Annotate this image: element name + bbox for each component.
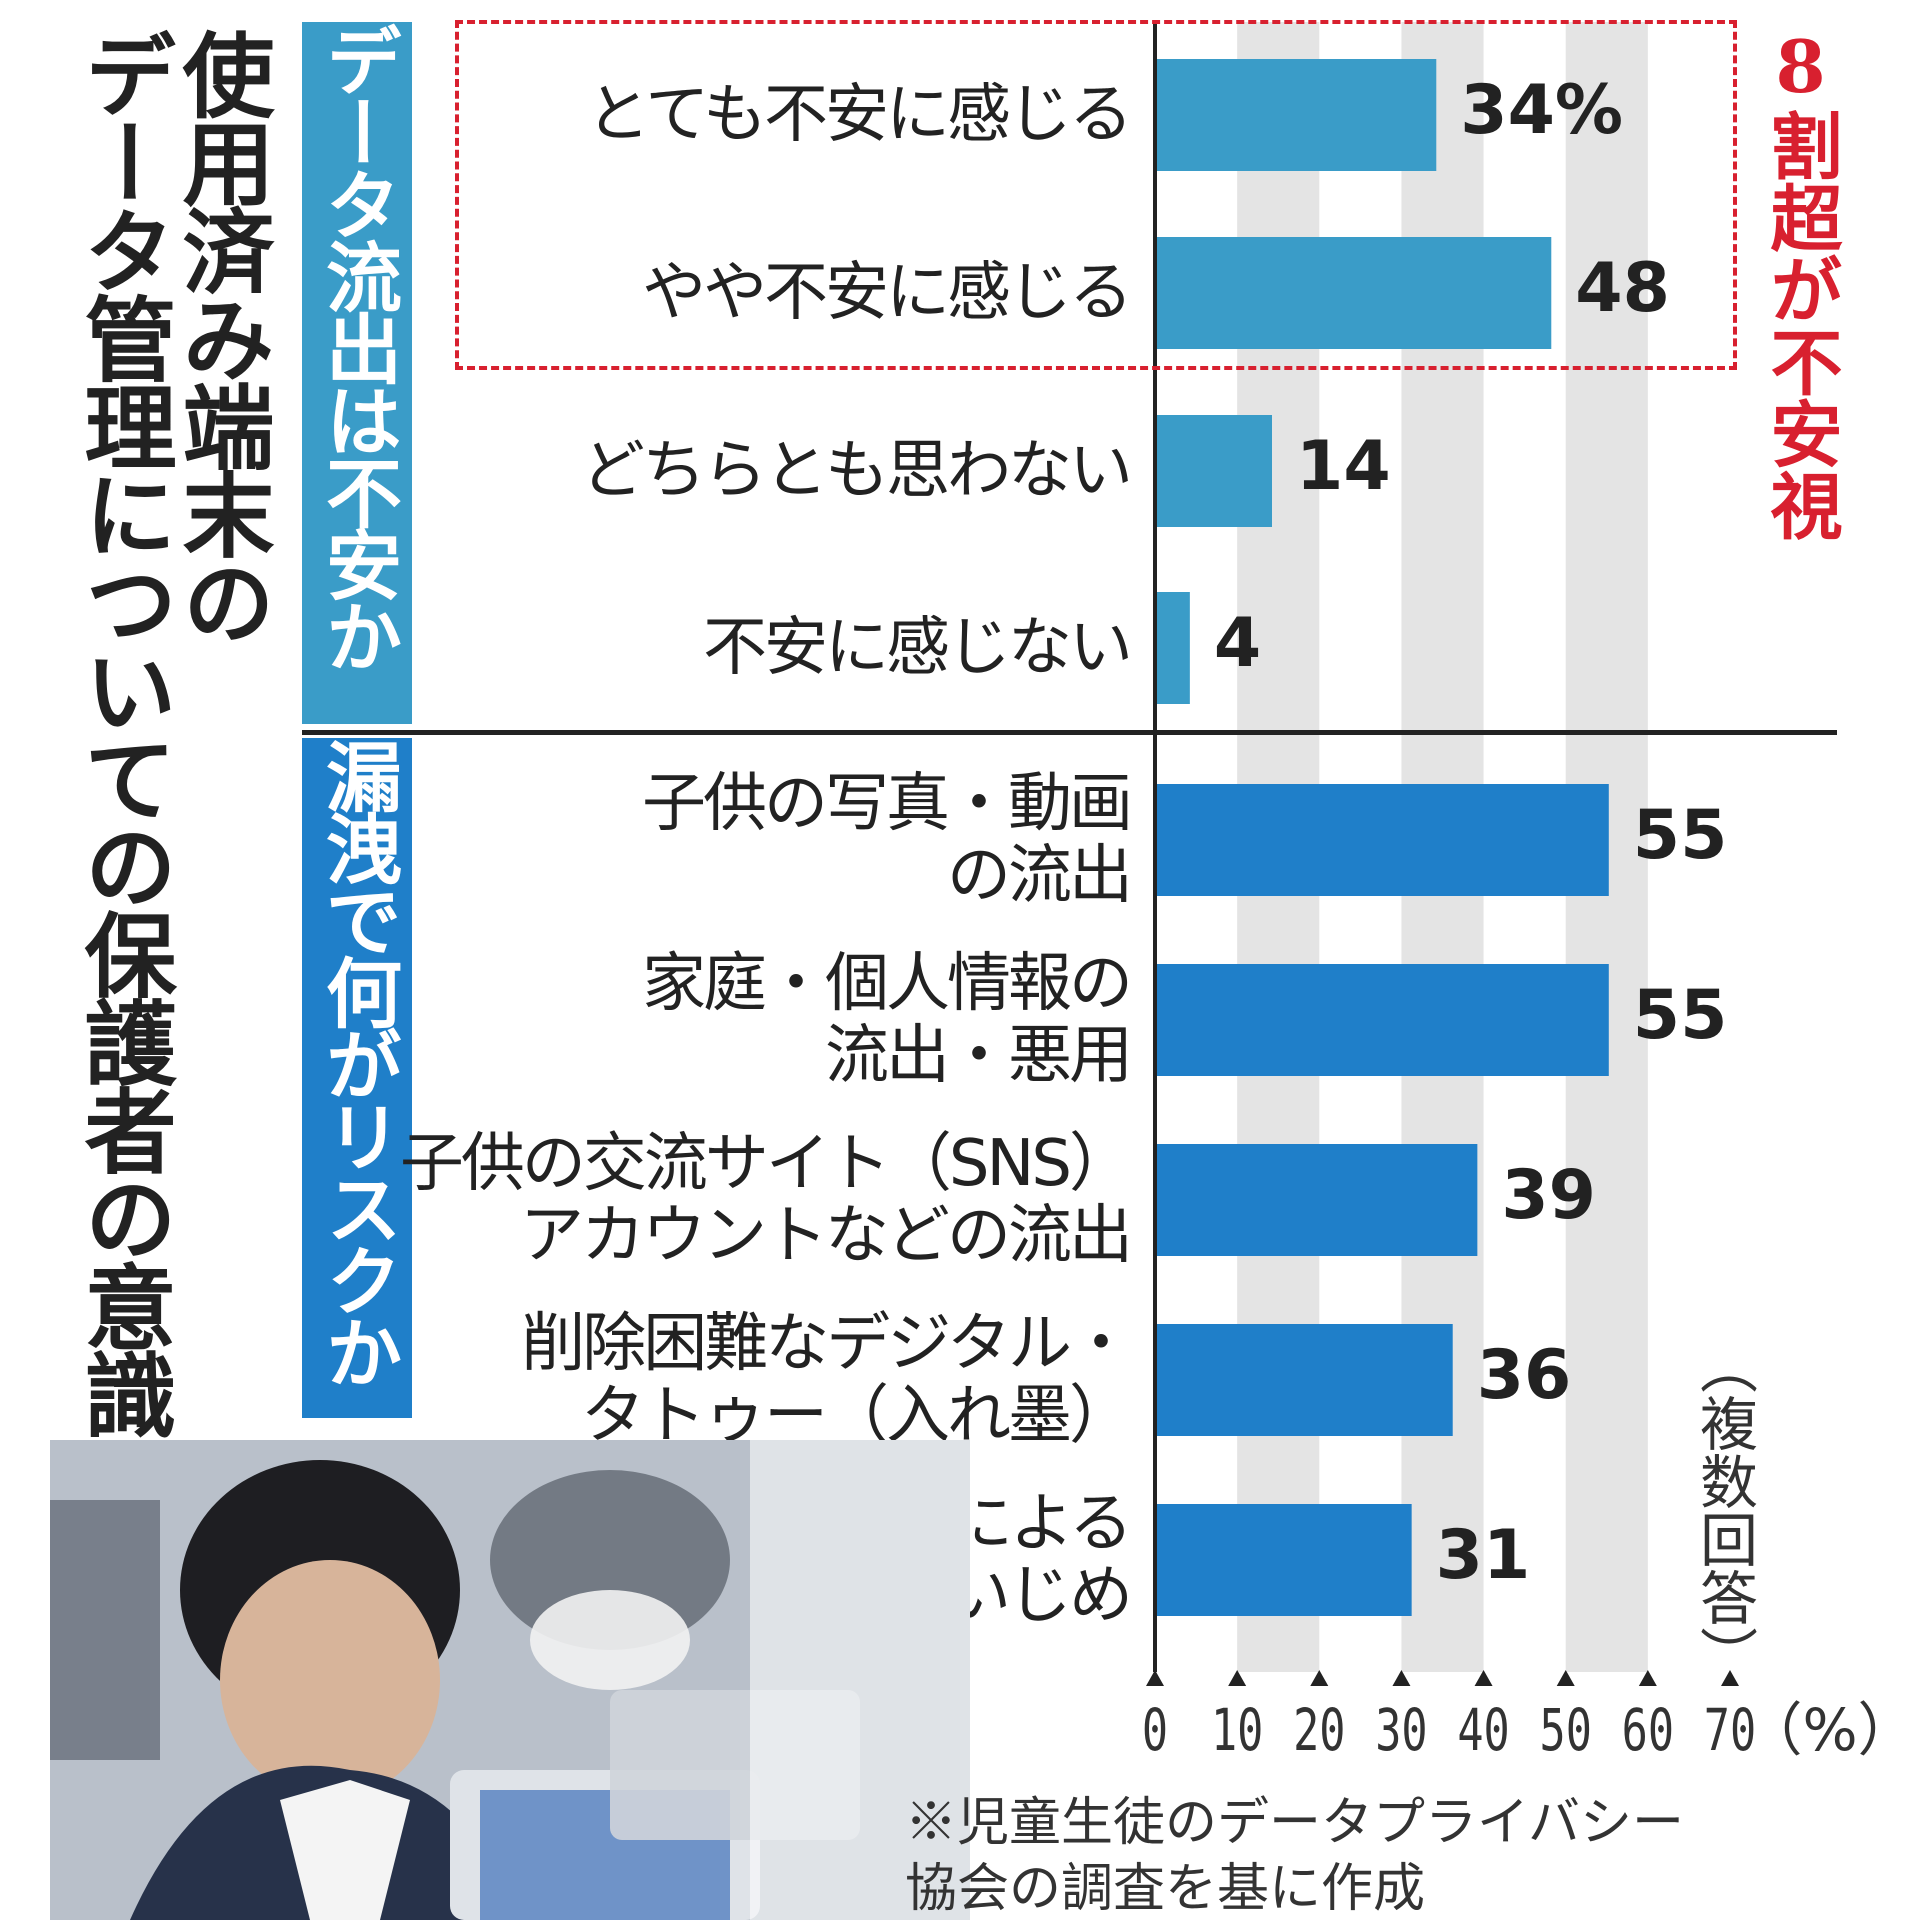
section-divider [302, 730, 1837, 735]
x-tick [1310, 1670, 1329, 1686]
category-label: 削除困難なデジタル・ タトゥー（入れ墨） [521, 1307, 1133, 1453]
section-2-label: 漏洩で何がリスクか [313, 738, 402, 1386]
value-label: 14 [1296, 427, 1391, 506]
x-tick [1474, 1670, 1493, 1686]
x-tick-label: 20 [1293, 1697, 1345, 1765]
students-photo-illustration [50, 1440, 970, 1920]
bar [1157, 1144, 1478, 1256]
category-label: 子供の写真・動画 の流出 [642, 767, 1133, 913]
bar [1157, 1324, 1453, 1436]
value-label: 31 [1435, 1516, 1531, 1595]
category-label: どちらとも思わない [581, 434, 1133, 508]
x-tick-label: 30 [1375, 1697, 1427, 1765]
category-label: 不安に感じない [703, 611, 1133, 685]
source-note: ※児童生徒のデータプライバシー 協会の調査を基に作成 [905, 1793, 1684, 1919]
bar [1157, 59, 1437, 171]
category-label: とても不安に感じる [586, 78, 1133, 152]
x-unit-label: （%） [1744, 1696, 1915, 1764]
x-tick [1721, 1670, 1739, 1686]
section-1-label: データ流出は不安か [313, 22, 402, 670]
x-tick-label: 60 [1622, 1697, 1674, 1765]
value-label: 34% [1460, 71, 1624, 150]
bar [1157, 784, 1609, 896]
x-tick-label: 50 [1540, 1697, 1592, 1765]
x-tick-label: 70 [1704, 1697, 1756, 1765]
bar [1157, 592, 1190, 704]
x-tick [1638, 1670, 1657, 1686]
value-label: 4 [1213, 604, 1262, 683]
category-label: やや不安に感じる [642, 256, 1133, 330]
section-1-band: データ流出は不安か [302, 22, 412, 724]
value-label: 36 [1476, 1336, 1572, 1415]
students-photo [50, 1440, 970, 1920]
bar [1157, 415, 1272, 527]
multiple-answer-note: （複数回答） [1690, 1336, 1758, 1684]
x-tick-label: 0 [1142, 1697, 1168, 1765]
value-label: 55 [1632, 976, 1728, 1055]
annotation-8wari: 8割超が不安視 [1758, 24, 1843, 541]
x-tick [1228, 1670, 1247, 1686]
x-tick [1556, 1670, 1575, 1686]
x-tick [1392, 1670, 1411, 1686]
category-label: 家庭・個人情報の 流出・悪用 [642, 947, 1133, 1093]
category-label: 子供の交流サイト（SNS） アカウントなどの流出 [399, 1127, 1133, 1273]
x-tick-label: 10 [1211, 1697, 1263, 1765]
bar [1157, 1504, 1412, 1616]
bar [1157, 237, 1552, 349]
x-tick [1146, 1670, 1164, 1686]
x-tick-label: 40 [1457, 1697, 1509, 1765]
chart-title-line-1: 使用済み端末の [167, 28, 274, 644]
value-label: 55 [1632, 796, 1728, 875]
section-2-band: 漏洩で何がリスクか [302, 738, 412, 1418]
value-label: 48 [1575, 249, 1670, 328]
highlight-box [455, 20, 1737, 370]
chart-title-line-2: データ管理についての保護者の意識 [69, 28, 176, 1436]
value-label: 39 [1501, 1156, 1596, 1235]
bar [1157, 964, 1609, 1076]
